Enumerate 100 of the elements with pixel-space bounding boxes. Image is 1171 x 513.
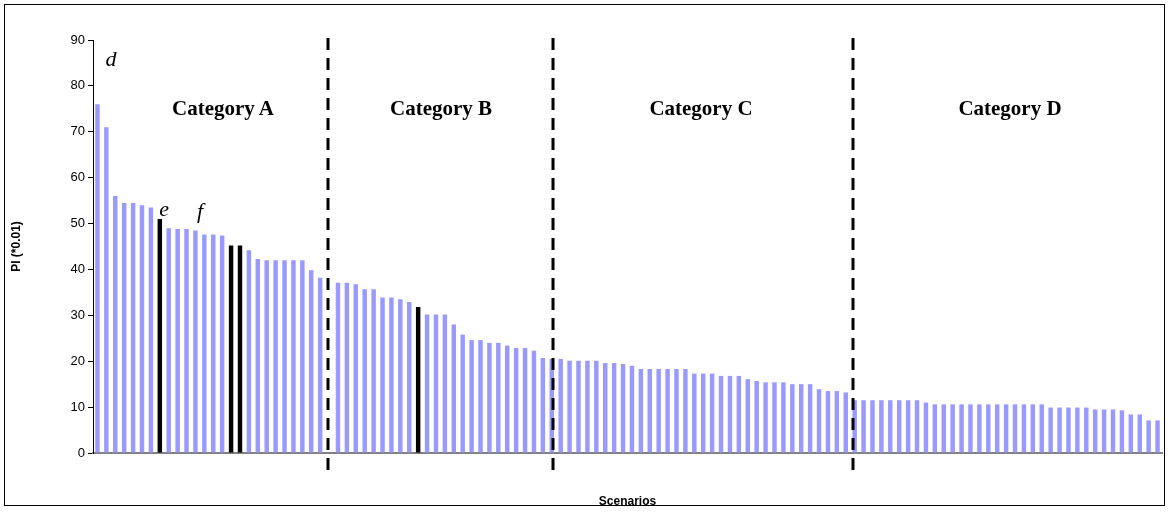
bar — [415, 307, 421, 453]
bar — [576, 360, 581, 453]
bar — [1030, 404, 1036, 453]
bar — [567, 360, 572, 453]
bar — [718, 375, 724, 453]
bar — [603, 363, 608, 453]
bar — [424, 314, 430, 453]
bar — [398, 299, 403, 453]
bar — [638, 369, 644, 453]
bar — [104, 127, 109, 453]
annotation: d — [105, 45, 118, 71]
y-tick-label: 70 — [70, 123, 85, 139]
bar — [362, 289, 367, 453]
bar — [745, 379, 750, 453]
bar — [389, 297, 394, 453]
bar — [513, 347, 519, 453]
bar — [317, 277, 323, 453]
x-axis-title: Scenarios — [598, 494, 657, 509]
bar — [451, 324, 457, 453]
annotation: Category A — [171, 96, 275, 121]
y-tick-label: 90 — [70, 31, 85, 47]
bar — [433, 314, 439, 453]
bar — [1075, 407, 1080, 453]
bar — [496, 342, 501, 453]
y-axis-title: PI (*0.01) — [8, 221, 23, 272]
bar — [994, 404, 1000, 453]
bar — [781, 382, 786, 453]
bar — [665, 369, 670, 453]
bar — [228, 245, 234, 453]
bar — [1012, 404, 1018, 453]
bar — [727, 375, 733, 453]
bar — [772, 382, 777, 453]
bar — [941, 404, 946, 453]
bar — [184, 229, 189, 453]
bar — [692, 373, 697, 453]
bar — [674, 369, 679, 453]
bar — [1003, 404, 1009, 453]
bar — [505, 345, 510, 453]
bar — [683, 369, 688, 453]
bar — [273, 260, 278, 453]
bar — [148, 207, 154, 453]
bar — [594, 360, 599, 453]
bar — [540, 358, 546, 453]
bar — [121, 202, 127, 453]
bar — [968, 404, 973, 453]
y-tick-label: 0 — [77, 444, 85, 460]
bar — [478, 340, 483, 453]
bar — [282, 260, 287, 453]
annotation: Category B — [389, 96, 493, 121]
bar — [211, 234, 216, 453]
bar — [353, 284, 359, 453]
bar — [870, 400, 875, 453]
bar — [879, 400, 884, 453]
bar — [1101, 409, 1107, 453]
bar — [932, 404, 938, 453]
bar — [255, 258, 261, 453]
bar — [1119, 410, 1125, 453]
bar — [1146, 420, 1151, 453]
bar — [656, 369, 661, 453]
bar — [611, 363, 617, 453]
bar — [950, 404, 955, 453]
bar — [246, 250, 252, 453]
bar — [1057, 407, 1062, 453]
bar — [763, 382, 768, 453]
bar — [193, 230, 198, 453]
y-tick-label: 20 — [70, 352, 85, 368]
bar — [816, 389, 822, 453]
bar — [629, 365, 635, 453]
bar — [620, 363, 626, 453]
bar — [700, 373, 706, 453]
y-tick-label: 60 — [70, 169, 85, 185]
bar — [291, 260, 296, 453]
bar — [736, 375, 742, 453]
bar — [585, 360, 590, 453]
bar — [531, 350, 537, 453]
bar — [825, 391, 831, 453]
bar — [1092, 409, 1098, 453]
bar — [1048, 407, 1053, 453]
bar — [1110, 409, 1116, 453]
bar — [1084, 407, 1089, 453]
bar — [914, 400, 920, 453]
bar — [460, 334, 465, 453]
y-tick-label: 30 — [70, 306, 85, 322]
bar — [202, 234, 207, 453]
bar — [335, 282, 341, 453]
bar — [1066, 407, 1071, 453]
bar — [1155, 420, 1160, 453]
bar — [130, 202, 136, 453]
bar — [709, 373, 715, 453]
bar — [558, 358, 563, 453]
bar — [807, 384, 813, 453]
bar — [95, 104, 100, 453]
bar — [905, 400, 911, 453]
bar — [219, 235, 225, 453]
bar — [175, 229, 180, 453]
bar — [843, 392, 848, 453]
y-tick-label: 50 — [70, 215, 85, 231]
bar — [959, 404, 964, 453]
bar — [1039, 404, 1044, 453]
bar — [923, 402, 929, 453]
